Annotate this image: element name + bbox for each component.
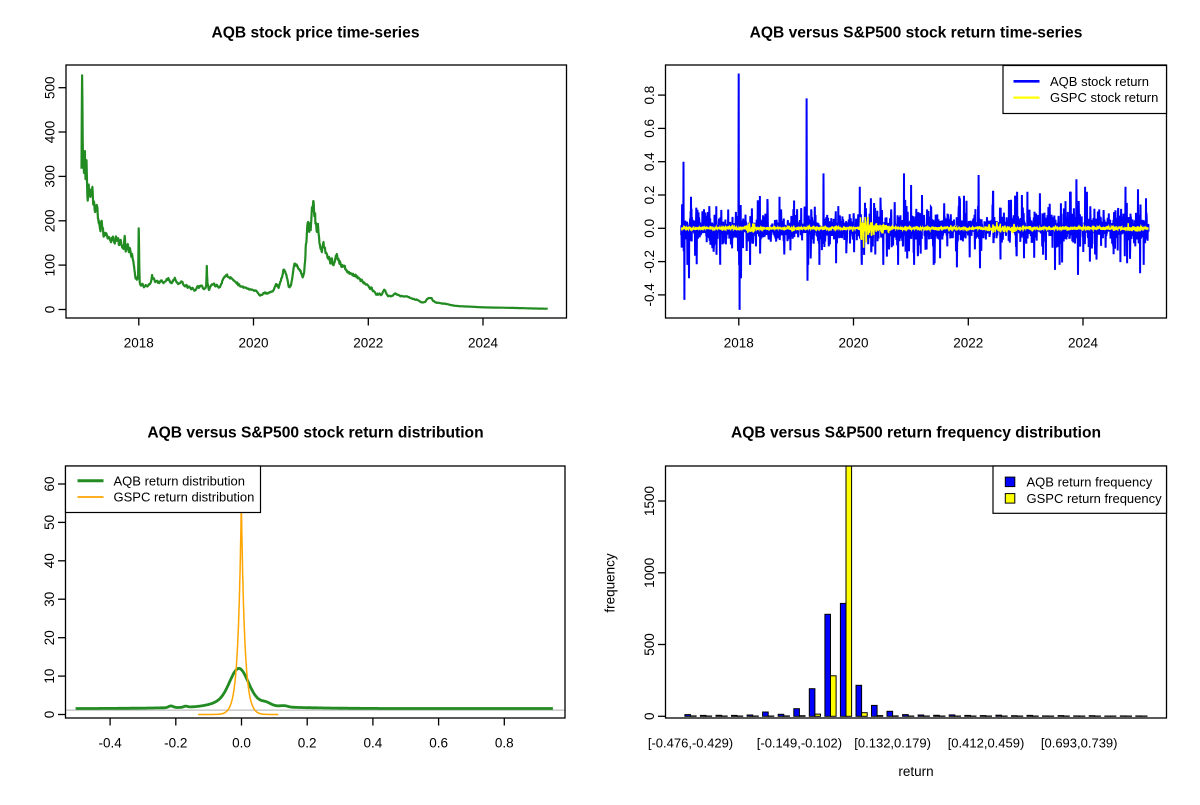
svg-text:2024: 2024 (1068, 336, 1099, 351)
svg-text:2020: 2020 (238, 336, 268, 351)
svg-text:-0.4: -0.4 (98, 736, 122, 751)
svg-text:0.8: 0.8 (642, 86, 657, 105)
svg-text:200: 200 (43, 210, 58, 233)
svg-text:500: 500 (43, 76, 58, 99)
svg-text:0.4: 0.4 (364, 736, 383, 751)
svg-text:[0.132,0.179): [0.132,0.179) (854, 736, 931, 751)
svg-text:AQB stock price time-series: AQB stock price time-series (211, 25, 419, 42)
svg-text:0: 0 (42, 711, 57, 719)
svg-text:GSPC stock return: GSPC stock return (1050, 90, 1158, 105)
svg-text:GSPC return distribution: GSPC return distribution (114, 490, 255, 505)
svg-text:AQB versus S&P500 return frequ: AQB versus S&P500 return frequency distr… (731, 425, 1101, 442)
svg-text:1000: 1000 (642, 558, 657, 588)
svg-text:60: 60 (42, 476, 57, 491)
svg-text:return: return (898, 764, 933, 779)
svg-text:0.2: 0.2 (642, 186, 657, 205)
svg-text:AQB versus S&P500 stock return: AQB versus S&P500 stock return distribut… (147, 425, 483, 442)
svg-text:0.2: 0.2 (298, 736, 317, 751)
svg-text:[0.693,0.739): [0.693,0.739) (1041, 736, 1118, 751)
svg-text:10: 10 (42, 669, 57, 684)
svg-text:400: 400 (43, 121, 58, 144)
svg-text:0.0: 0.0 (232, 736, 251, 751)
svg-text:[-0.476,-0.429): [-0.476,-0.429) (648, 736, 733, 751)
svg-text:20: 20 (42, 630, 57, 645)
svg-text:AQB versus S&P500 stock return: AQB versus S&P500 stock return time-seri… (750, 25, 1083, 42)
svg-text:0.0: 0.0 (642, 219, 657, 238)
svg-text:30: 30 (42, 592, 57, 607)
svg-text:100: 100 (43, 254, 58, 277)
svg-text:0: 0 (43, 306, 58, 314)
svg-text:2018: 2018 (124, 336, 154, 351)
svg-text:[0.412,0.459): [0.412,0.459) (948, 736, 1025, 751)
svg-text:2022: 2022 (953, 336, 983, 351)
svg-text:-0.4: -0.4 (642, 283, 657, 307)
svg-text:0.8: 0.8 (495, 736, 514, 751)
svg-text:2018: 2018 (724, 336, 754, 351)
svg-text:2024: 2024 (468, 336, 499, 351)
svg-text:0.6: 0.6 (642, 119, 657, 138)
svg-text:-0.2: -0.2 (164, 736, 187, 751)
svg-text:0.6: 0.6 (429, 736, 448, 751)
svg-text:0.4: 0.4 (642, 152, 657, 171)
svg-text:-0.2: -0.2 (642, 250, 657, 273)
svg-text:0: 0 (642, 713, 657, 721)
svg-text:GSPC return frequency: GSPC return frequency (1027, 491, 1163, 506)
svg-text:500: 500 (642, 633, 657, 656)
svg-text:300: 300 (43, 165, 58, 188)
svg-text:2020: 2020 (838, 336, 868, 351)
svg-text:40: 40 (42, 553, 57, 568)
svg-text:AQB return frequency: AQB return frequency (1027, 474, 1153, 489)
svg-text:frequency: frequency (603, 553, 618, 613)
svg-text:[-0.149,-0.102): [-0.149,-0.102) (757, 736, 842, 751)
svg-text:AQB return distribution: AQB return distribution (114, 473, 246, 488)
svg-text:50: 50 (42, 515, 57, 530)
svg-text:AQB stock return: AQB stock return (1050, 74, 1149, 89)
svg-text:1500: 1500 (642, 486, 657, 516)
svg-text:2022: 2022 (353, 336, 383, 351)
